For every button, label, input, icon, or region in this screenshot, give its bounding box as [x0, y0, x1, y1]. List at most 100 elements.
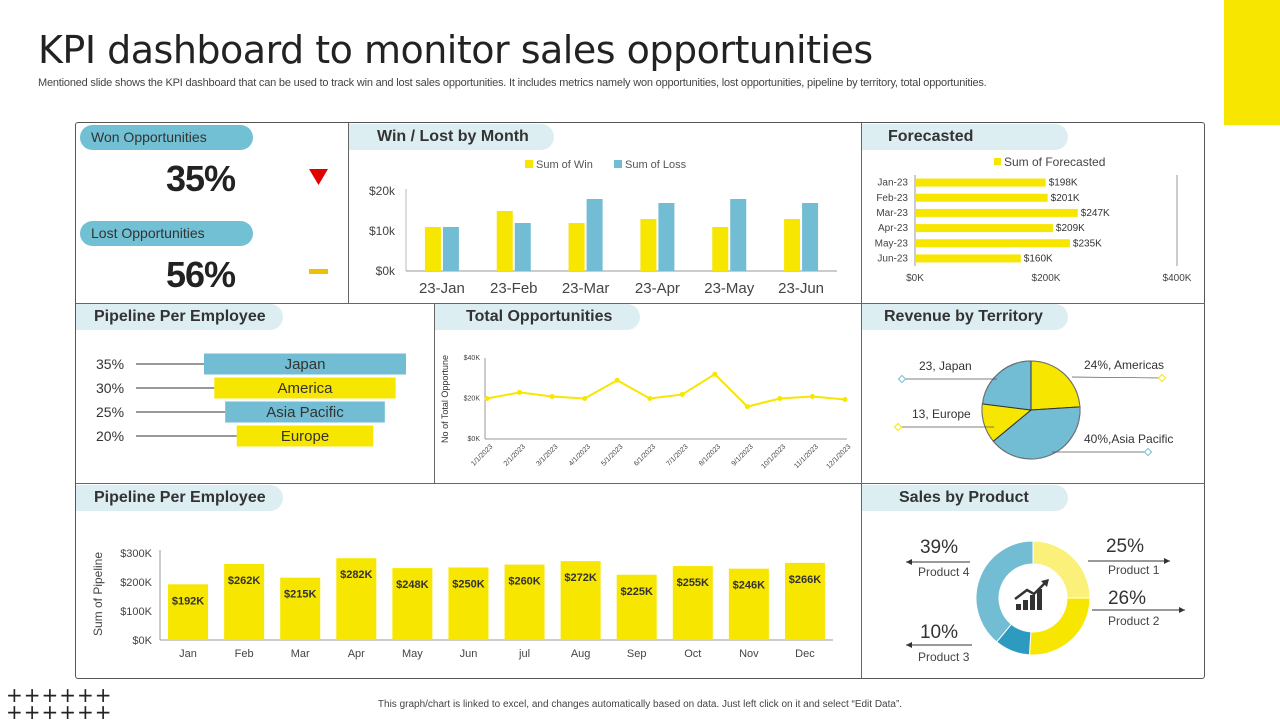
- x-tick-label: Sep: [627, 648, 647, 660]
- x-tick-label: 10/1/2023: [760, 443, 787, 470]
- percent-label: 20%: [96, 428, 124, 444]
- data-label: $246K: [733, 580, 765, 592]
- x-tick-label: 1/1/2023: [470, 443, 494, 467]
- data-label: $192K: [172, 595, 204, 607]
- y-tick-label: Jan-23: [877, 178, 908, 189]
- decorative-plus-row: ++++++: [6, 700, 113, 724]
- percent-label: 26%: [1108, 588, 1146, 609]
- y-tick-label: Mar-23: [876, 208, 908, 219]
- data-label: $266K: [789, 574, 821, 586]
- x-tick-label: 23-Feb: [490, 280, 538, 297]
- legend-label: Sum of Loss: [625, 159, 687, 171]
- pipeline-monthly-chart: Sum of Pipeline $0K $100K $200K $300K $192K Ja…: [91, 548, 833, 660]
- leader-marker: [893, 422, 903, 432]
- y-axis-title: Sum of Pipeline: [91, 552, 105, 636]
- percent-label: 10%: [920, 622, 958, 643]
- y-axis-title: No of Total Opportune: [440, 355, 450, 443]
- legend-swatch: [525, 160, 533, 168]
- growth-chart-icon: [1023, 600, 1028, 610]
- y-tick-label: $20K: [464, 396, 481, 403]
- x-tick-label: $0K: [906, 273, 924, 284]
- x-tick-label: 12/1/2023: [825, 443, 852, 470]
- product-label: Product 2: [1108, 614, 1160, 628]
- x-tick-label: $200K: [1032, 273, 1061, 284]
- data-label: $248K: [396, 579, 428, 591]
- sales-by-product-tab: Sales by Product: [862, 485, 1068, 511]
- leader-marker: [1143, 447, 1153, 457]
- bar-win: [712, 227, 729, 271]
- callout-arrowhead: [906, 559, 912, 565]
- data-point: [484, 396, 490, 401]
- decorative-plus-row: ++++++: [6, 683, 113, 707]
- divider: [861, 123, 862, 679]
- revenue-by-territory-tab: Revenue by Territory: [862, 304, 1068, 330]
- x-tick-label: $400K: [1163, 273, 1192, 284]
- y-tick-label: Jun-23: [877, 253, 908, 264]
- x-tick-label: 23-May: [704, 280, 755, 297]
- bar-forecast: [916, 254, 1021, 263]
- win-lost-tab: Win / Lost by Month: [349, 124, 554, 150]
- percent-label: 39%: [920, 537, 958, 558]
- product-label: Product 3: [918, 650, 970, 664]
- data-point: [777, 396, 783, 401]
- legend-swatch: [994, 158, 1001, 165]
- y-tick-label: Apr-23: [878, 223, 908, 234]
- category-label: Japan: [285, 356, 326, 373]
- growth-chart-icon: [1030, 595, 1035, 610]
- donut-slice: [975, 540, 1034, 643]
- callout-arrowhead: [1164, 558, 1170, 564]
- slice-label: 24%, Americas: [1084, 358, 1164, 372]
- y-tick-label: $20k: [369, 184, 396, 198]
- bar-pipeline: [672, 566, 713, 640]
- pie-outline: [981, 360, 1081, 460]
- growth-arrow-icon: [1014, 581, 1047, 600]
- leader-marker: [897, 374, 907, 384]
- bar-pipeline: [504, 564, 545, 640]
- bar-win: [568, 223, 585, 271]
- y-tick-label: May-23: [875, 238, 909, 249]
- x-tick-label: 9/1/2023: [731, 443, 755, 467]
- x-tick-label: 23-Mar: [562, 280, 610, 297]
- data-label: $235K: [1073, 238, 1102, 249]
- forecasted-chart: Sum of Forecasted Jan-23 $198K Feb-23 $201K M…: [875, 155, 1192, 284]
- bar-forecast: [916, 178, 1046, 187]
- bar-win: [784, 219, 801, 271]
- data-label: $255K: [677, 577, 709, 589]
- total-opportunities-chart: No of Total Opportune $0K $20K $40K 1/1/2023…: [440, 355, 852, 470]
- x-tick-label: 6/1/2023: [633, 443, 657, 467]
- revenue-territory-chart: 24%, Americas 40%,Asia Pacific 13, Europe 2…: [893, 358, 1173, 460]
- pipeline-per-employee-2-tab: Pipeline Per Employee: [76, 485, 283, 511]
- x-tick-label: Dec: [795, 648, 815, 660]
- x-tick-label: 23-Apr: [635, 280, 680, 297]
- bar-loss: [730, 199, 747, 271]
- down-triangle-icon: [309, 169, 328, 185]
- x-tick-label: Aug: [571, 648, 591, 660]
- y-tick-label: $40K: [464, 355, 481, 362]
- data-point: [744, 404, 750, 410]
- corner-accent: [1224, 0, 1280, 125]
- x-tick-label: Jun: [460, 648, 478, 660]
- bar-forecast: [916, 208, 1078, 217]
- bar-pipeline: [280, 577, 321, 640]
- bar-loss: [586, 199, 603, 271]
- won-opportunities-label: Won Opportunities: [80, 125, 253, 150]
- legend-swatch: [614, 160, 622, 168]
- leader-line: [1071, 376, 1163, 379]
- x-tick-label: 5/1/2023: [600, 443, 624, 467]
- bar-loss: [442, 227, 459, 271]
- pie-slice: [1030, 360, 1081, 411]
- funnel-bar: [225, 401, 385, 423]
- y-tick-label: $100K: [120, 606, 152, 618]
- y-tick-label: $0K: [468, 436, 481, 443]
- legend-label: Sum of Forecasted: [1004, 155, 1105, 169]
- data-point: [582, 396, 588, 401]
- percent-label: 25%: [1106, 536, 1144, 557]
- x-tick-label: Mar: [291, 648, 310, 660]
- funnel-bar: [204, 353, 406, 375]
- bar-pipeline: [224, 564, 265, 640]
- bar-pipeline: [392, 568, 433, 640]
- bar-loss: [514, 223, 531, 271]
- won-opportunities-value: 35%: [166, 158, 236, 199]
- bar-loss: [658, 203, 675, 271]
- data-point: [614, 377, 620, 383]
